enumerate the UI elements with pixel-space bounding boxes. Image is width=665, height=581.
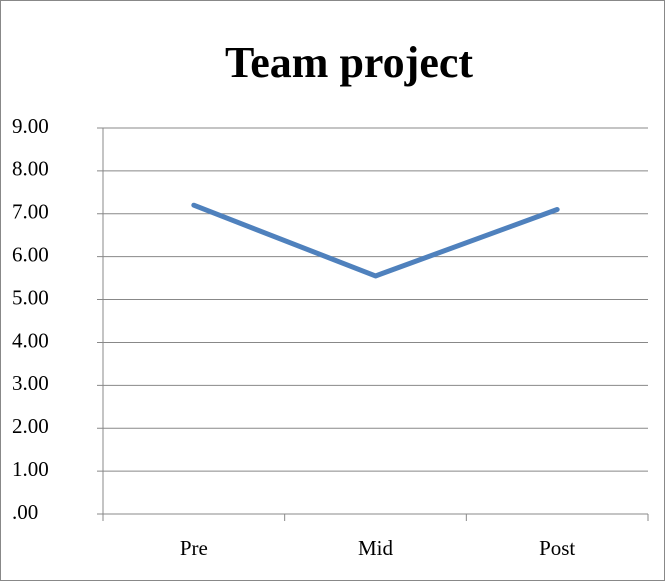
y-tick-label: 5.00	[12, 285, 49, 309]
x-tick-label: Post	[539, 536, 575, 560]
y-tick-label: 3.00	[12, 371, 49, 395]
series-line	[191, 202, 560, 279]
y-tick-label: 2.00	[12, 414, 49, 438]
chart-title: Team project	[225, 38, 473, 87]
y-tick-label: 7.00	[12, 200, 49, 224]
y-tick-label: 9.00	[12, 114, 49, 138]
y-tick-label: 4.00	[12, 328, 49, 352]
y-tick-label: .00	[12, 500, 38, 524]
x-tick-label: Pre	[180, 536, 208, 560]
y-tick-label: 6.00	[12, 242, 49, 266]
x-tick-label: Mid	[358, 536, 394, 560]
y-tick-label: 1.00	[12, 457, 49, 481]
y-tick-label: 8.00	[12, 157, 49, 181]
